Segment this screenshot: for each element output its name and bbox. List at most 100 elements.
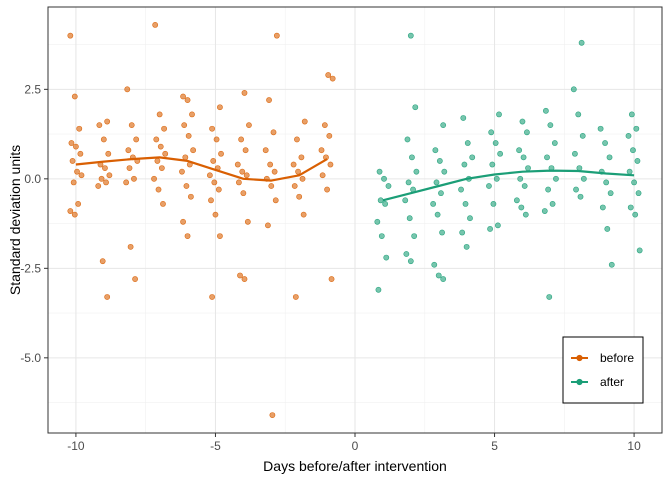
data-point <box>492 140 499 146</box>
data-point <box>328 276 335 282</box>
data-point <box>218 150 224 157</box>
data-point <box>520 154 527 161</box>
data-point <box>597 125 604 132</box>
data-point <box>244 218 251 225</box>
trend-line-after <box>382 169 635 202</box>
data-point <box>544 154 550 161</box>
data-point <box>74 168 80 175</box>
data-point <box>180 93 186 100</box>
data-point <box>407 258 414 265</box>
data-point <box>632 211 639 218</box>
data-point <box>440 122 447 129</box>
data-point <box>570 86 577 93</box>
data-point <box>180 218 186 225</box>
data-point <box>441 168 448 175</box>
data-point <box>604 226 611 232</box>
data-point <box>486 183 492 189</box>
data-point <box>73 143 79 150</box>
data-point <box>542 107 549 114</box>
data-point <box>324 186 330 193</box>
data-point <box>318 147 325 154</box>
data-point <box>239 168 246 175</box>
data-point <box>182 154 189 161</box>
data-point <box>106 172 113 179</box>
data-point <box>430 200 437 207</box>
data-point <box>413 168 420 175</box>
data-point <box>68 140 75 146</box>
axes: -10 -5 0 5 10 -5.0 -2.5 0.0 2.5 <box>20 82 641 453</box>
data-point <box>438 190 444 197</box>
data-point <box>152 21 159 28</box>
data-point <box>124 86 131 93</box>
data-point <box>439 229 445 236</box>
data-point <box>525 165 531 171</box>
data-point <box>575 111 582 118</box>
data-point <box>407 32 414 39</box>
data-point <box>459 229 466 236</box>
data-point <box>271 168 278 175</box>
data-point <box>319 172 326 179</box>
data-point <box>69 158 76 164</box>
data-point <box>241 276 248 282</box>
data-point <box>209 125 216 132</box>
data-point <box>378 233 385 240</box>
data-point <box>436 158 443 164</box>
data-point <box>190 147 197 154</box>
data-point <box>603 179 610 186</box>
data-point <box>497 150 504 157</box>
data-point <box>519 118 526 125</box>
data-point <box>272 197 279 204</box>
data-point <box>487 226 493 232</box>
data-point <box>211 179 218 186</box>
data-point <box>517 175 524 182</box>
legend-key-point-after <box>576 378 583 386</box>
data-point <box>493 175 500 182</box>
data-series <box>67 21 643 419</box>
data-point <box>553 175 559 182</box>
data-point <box>432 147 439 154</box>
data-point <box>460 115 467 121</box>
data-point <box>634 158 641 164</box>
data-point <box>78 172 85 179</box>
data-point <box>602 140 608 146</box>
x-tick-label: 10 <box>627 439 641 453</box>
data-point <box>463 243 470 250</box>
data-point <box>210 158 217 164</box>
data-point <box>290 161 297 168</box>
data-point <box>184 233 191 240</box>
data-point <box>547 122 554 129</box>
data-point <box>154 158 161 164</box>
data-point <box>153 136 160 143</box>
data-point <box>269 412 276 419</box>
data-point <box>440 276 447 282</box>
y-tick-label: 2.5 <box>24 82 41 96</box>
data-point <box>183 183 190 189</box>
data-point <box>105 150 112 157</box>
x-tick-label: -5 <box>210 439 221 453</box>
data-point <box>382 200 389 207</box>
data-point <box>156 111 163 118</box>
data-point <box>179 168 185 175</box>
data-point <box>102 165 108 171</box>
data-point <box>217 233 223 240</box>
data-point <box>522 211 529 218</box>
data-point <box>246 122 252 129</box>
data-point <box>606 154 613 161</box>
data-point <box>126 165 133 171</box>
data-point <box>383 254 390 261</box>
data-point <box>161 125 168 132</box>
data-point <box>546 294 553 300</box>
data-point <box>549 200 556 207</box>
data-point <box>625 132 632 139</box>
data-point <box>411 233 418 240</box>
y-axis-title: Standard deviation units <box>7 145 23 295</box>
data-point <box>607 190 614 197</box>
data-point <box>431 261 438 268</box>
data-point <box>132 276 138 282</box>
data-point <box>467 215 473 222</box>
data-point <box>266 97 272 103</box>
data-point <box>131 175 137 182</box>
data-point <box>76 125 83 132</box>
x-axis-title: Days before/after intervention <box>263 458 447 474</box>
